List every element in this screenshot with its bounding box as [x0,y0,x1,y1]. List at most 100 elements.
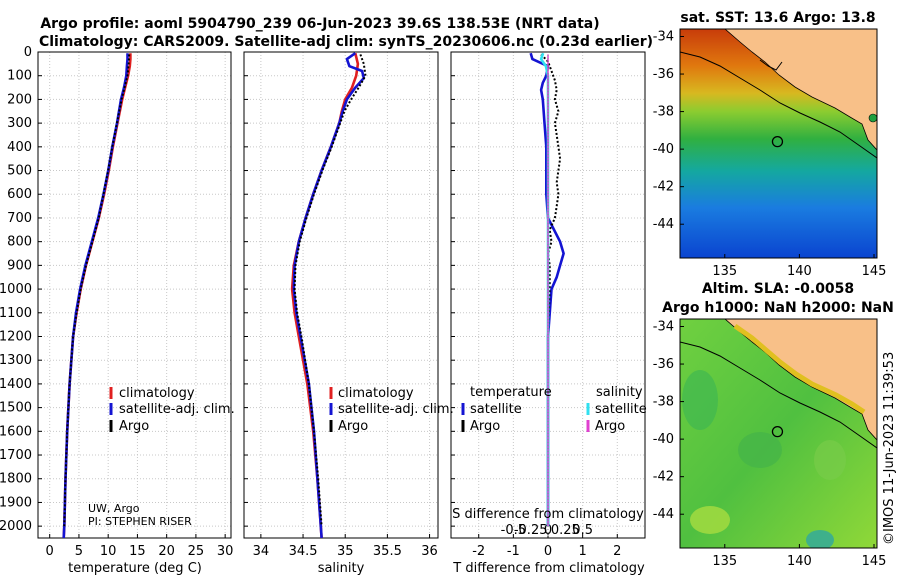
sst-map-panel: sat. SST: 13.6 Argo: 13.8 135 140 145 -34 -3… [653,10,887,279]
map-x-tick-label: 140 [787,264,812,279]
y-tick-label: 200 [7,92,32,107]
series-line-argo [63,54,131,527]
credit-line1: UW, Argo [88,502,140,515]
x-label-salinity: salinity [318,561,365,576]
x-tick-label: 20 [158,544,175,559]
legend-label-temp-argo: Argo [470,419,500,434]
x-tick-label: 34 [253,544,270,559]
x-tick-label: 2 [613,544,621,559]
y-tick-label: 1700 [0,448,32,463]
land-mass [724,29,877,151]
sla-eddy [814,440,846,480]
legend-label-satellite: satellite-adj. clim. [119,402,235,417]
x-tick-label: 1 [579,544,587,559]
map-y-tick-label: -36 [653,67,674,82]
legend-label-argo: Argo [338,419,368,434]
series-line-climatology [62,53,132,538]
y-tick-label: 900 [7,258,32,273]
map-x-tick-label: 145 [862,554,887,569]
map-x-tick-label: 135 [712,264,737,279]
sla-map-frame [679,318,878,549]
axes-frame [37,51,232,539]
map-y-tick-label: -42 [653,470,674,485]
top-tick-label-s: 0.25 [551,523,580,538]
map-y-tick-label: -44 [653,507,674,522]
legend-label-climatology: climatology [338,386,414,401]
series-line-argo [293,54,367,527]
title-line2: Climatology: CARS2009. Satellite-adj cli… [39,34,653,50]
sst-map-ticks: 135 140 145 -34 -36 -38 -40 -42 -44 [653,30,887,279]
x-label-temperature: temperature (deg C) [68,561,202,576]
series-group [62,53,132,538]
x-label-difference: T difference from climatology [452,561,645,576]
x-tick-label: 10 [100,544,117,559]
map-x-tick-label: 145 [862,264,887,279]
y-tick-label: 700 [7,211,32,226]
x-tick-label: 35.5 [373,544,402,559]
sla-map-ticks: 135 140 145 -34 -36 -38 -40 -42 -44 [653,320,887,569]
legend-label-temp-satellite: satellite [470,402,522,417]
coastal-band [733,323,866,415]
x-tick-label: 5 [75,544,83,559]
x-tick-label: 15 [129,544,146,559]
y-tick-label: 2000 [0,519,32,534]
difference-legend-temperature: temperature satellite Argo [461,385,552,434]
difference-legend-salinity: salinity satellite Argo [586,385,647,434]
map-y-tick-label: -38 [653,105,674,120]
sla-map-panel: Altim. SLA: -0.0058 Argo h1000: NaN h200… [653,281,894,569]
map-y-tick-label: -38 [653,395,674,410]
argo-location-marker [771,425,784,438]
x-tick-label: 0 [544,544,552,559]
legend-label-satellite: satellite-adj. clim. [338,402,454,417]
argo-location-marker [771,135,784,148]
y-tick-label: 500 [7,164,32,179]
y-tick-label: 1000 [0,282,32,297]
y-tick-label: 0 [24,45,32,60]
legend-label-sal-argo: Argo [595,419,625,434]
y-tick-label: 600 [7,187,32,202]
y-tick-label: 1500 [0,401,32,416]
series-line-temperature-satellite [529,52,565,527]
sst-map-title: sat. SST: 13.6 Argo: 13.8 [680,10,875,26]
top-axis-label-s: S difference from climatology [452,507,644,522]
series-line-climatology [290,52,360,538]
temperature-panel: 0100200300400500600700800900100011001200… [0,45,233,559]
sla-eddy [682,370,718,430]
map-y-tick-label: -44 [653,217,674,232]
series-group [290,52,367,538]
x-tick-label: -1 [507,544,520,559]
sla-eddy [738,432,782,468]
map-y-tick-label: -40 [653,432,674,447]
y-tick-label: 1900 [0,495,32,510]
map-y-tick-label: -36 [653,357,674,372]
x-tick-label: -2 [472,544,485,559]
map-x-tick-label: 140 [787,554,812,569]
sst-map-frame [679,28,878,259]
legend-title-salinity: salinity [596,385,643,400]
credit-line2: PI: STEPHEN RISER [88,515,192,528]
y-tick-label: 1400 [0,377,32,392]
y-tick-label: 1100 [0,306,32,321]
legend-title-temperature: temperature [470,385,552,400]
salinity-panel: 34 34.5 35 35.5 36 [243,51,439,559]
temperature-legend: climatology satellite-adj. clim. Argo [109,386,235,434]
y-tick-label: 800 [7,235,32,250]
x-tick-label: 34.5 [289,544,318,559]
salinity-legend: climatology satellite-adj. clim. Argo [329,386,454,434]
top-tick-label-s: -0.5 [501,523,526,538]
sla-map-title-line1: Altim. SLA: -0.0058 [702,281,854,297]
y-tick-label: 1200 [0,329,32,344]
y-tick-label: 100 [7,69,32,84]
axes-frame [243,51,439,539]
coastline [759,59,783,71]
y-tick-label: 1300 [0,353,32,368]
x-tick-label: 25 [188,544,205,559]
series-line-satellite-adj-clim- [292,52,366,538]
map-y-tick-label: -42 [653,180,674,195]
legend-label-climatology: climatology [119,386,195,401]
map-y-tick-label: -34 [653,30,674,45]
y-tick-label: 300 [7,116,32,131]
copyright-stamp: ©IMOS 11-Jun-2023 11:39:53 [882,352,897,545]
map-y-tick-label: -34 [653,320,674,335]
